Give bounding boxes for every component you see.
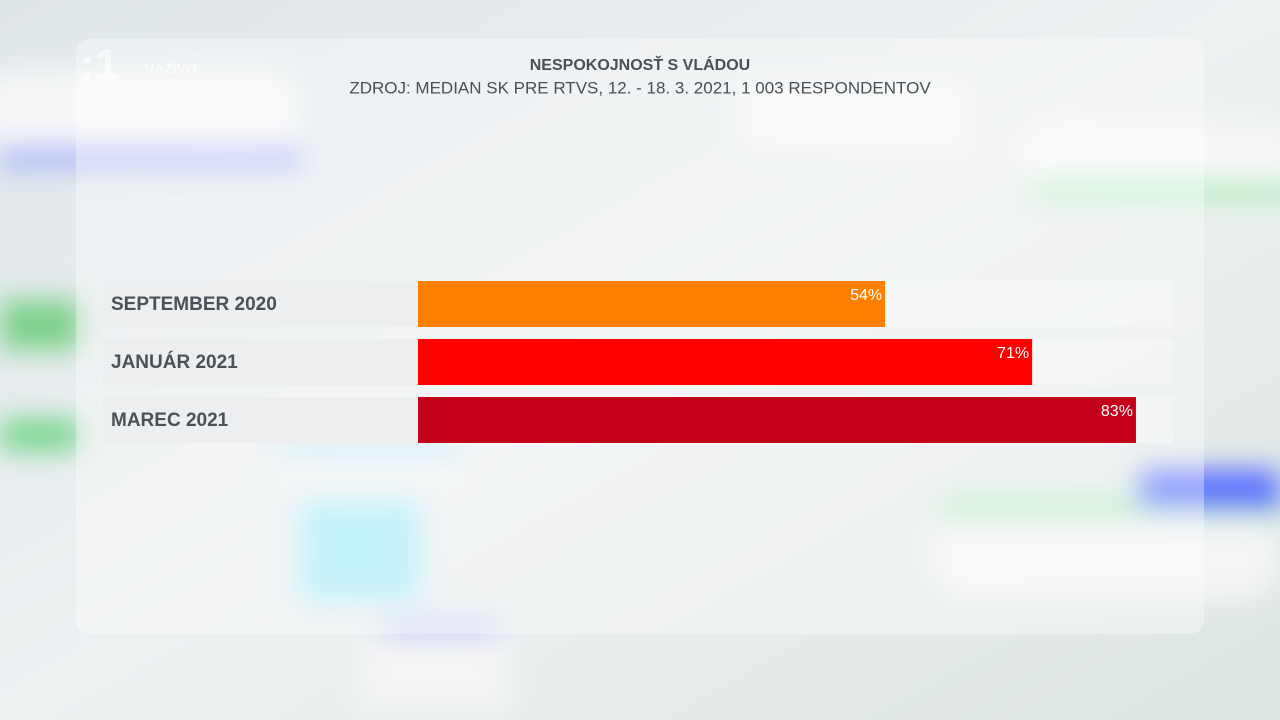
bar <box>418 281 886 327</box>
background-shapes <box>0 70 1280 710</box>
category-label: JANUÁR 2021 <box>111 351 238 373</box>
row-label-box <box>103 397 418 443</box>
chart-title: NESPOKOJNOSŤ S VLÁDOU <box>530 55 750 74</box>
row-label-box <box>103 281 418 327</box>
category-label: MAREC 2021 <box>111 410 229 431</box>
bar <box>418 339 1033 385</box>
bar <box>418 397 1136 443</box>
value-label: 83% <box>1101 403 1133 420</box>
panel <box>76 39 1204 634</box>
row-label-box <box>103 339 418 385</box>
value-label: 54% <box>850 287 882 304</box>
live-label: NAŽIVO <box>144 60 197 77</box>
category-label: SEPTEMBER 2020 <box>111 294 277 315</box>
value-label: 71% <box>997 345 1029 362</box>
chart-subtitle: ZDROJ: MEDIAN SK PRE RTVS, 12. - 18. 3. … <box>349 78 931 97</box>
logo: :1 <box>80 41 119 90</box>
